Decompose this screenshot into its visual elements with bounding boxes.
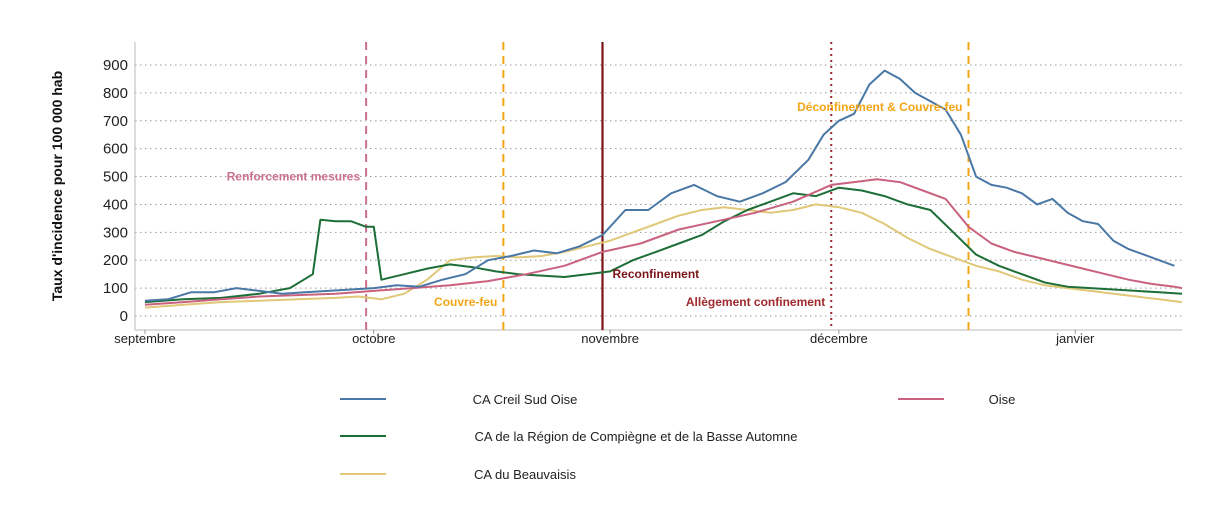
series-line: [144, 69, 1175, 302]
legend-label: CA Creil Sud Oise: [473, 392, 578, 407]
event-label: Allègement confinement: [686, 295, 825, 309]
y-tick-label: 600: [103, 141, 128, 158]
x-tick-label: novembre: [581, 331, 639, 346]
y-tick-label: 200: [103, 252, 128, 269]
series-line: [144, 186, 1183, 304]
event-lines: [365, 42, 970, 330]
y-tick-label: 700: [103, 113, 128, 130]
y-tick-label: 100: [103, 280, 128, 297]
y-tick-label: 800: [103, 85, 128, 102]
event-labels: Renforcement mesures Couvre-feu Reconfinem…: [227, 100, 963, 309]
y-tick-label: 400: [103, 196, 128, 213]
legend-label: CA de la Région de Compiègne et de la Ba…: [474, 429, 797, 444]
event-label: Déconfinement & Couvre-feu: [797, 100, 962, 114]
series-line: [144, 203, 1183, 309]
x-tick-label: septembre: [114, 331, 175, 346]
series-line: [144, 178, 1183, 306]
legend-label: CA du Beauvaisis: [474, 467, 576, 482]
series-lines: [144, 69, 1183, 309]
y-tick-label: 500: [103, 169, 128, 186]
legend-label: Oise: [989, 392, 1016, 407]
legend: CA Creil Sud Oise Oise CA de la Région de …: [340, 392, 1015, 482]
y-axis-label: Taux d'incidence pour 100 000 hab: [49, 71, 65, 301]
event-label: Renforcement mesures: [227, 170, 361, 184]
event-label: Couvre-feu: [434, 295, 497, 309]
x-tick-label: janvier: [1055, 331, 1095, 346]
y-tick-label: 900: [103, 57, 128, 74]
y-tick-label: 0: [120, 308, 128, 325]
y-tick-label: 300: [103, 224, 128, 241]
event-label: Reconfinement: [613, 267, 700, 281]
x-tick-label: octobre: [352, 331, 395, 346]
x-ticks: septembre octobre novembre décembre janvier: [114, 330, 1095, 346]
x-tick-label: décembre: [810, 331, 868, 346]
y-ticks: 0 100 200 300 400 500 600 700 800 900: [103, 57, 128, 325]
